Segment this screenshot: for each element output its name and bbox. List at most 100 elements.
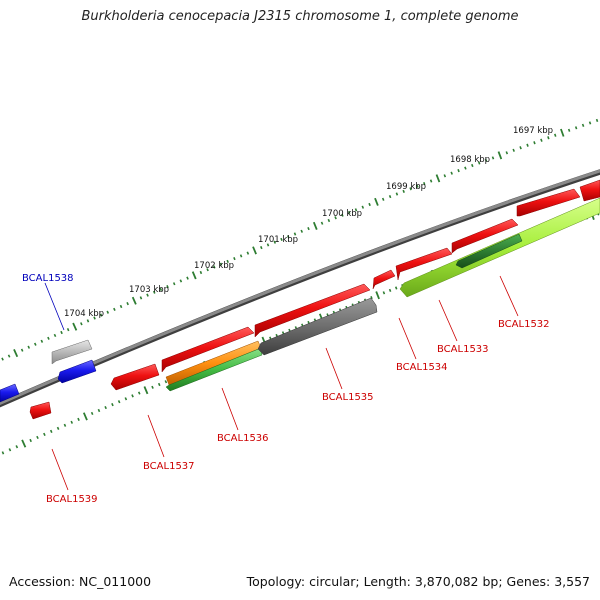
scale-minor-tick (186, 276, 189, 280)
scale-minor-tick (471, 163, 474, 168)
gene-arrow-red[interactable] (516, 188, 581, 217)
scale-major-tick (191, 271, 197, 280)
inner-minor-tick (388, 288, 392, 292)
leader-line (51, 448, 69, 491)
gene-arrow-gray[interactable] (257, 297, 378, 356)
inner-minor-tick (63, 423, 67, 427)
inner-minor-tick (382, 291, 386, 295)
scale-minor-tick (477, 161, 481, 165)
scale-label-1704: 1704 kbp (64, 309, 104, 319)
scale-minor-tick (429, 179, 433, 183)
inner-minor-tick (77, 417, 80, 422)
scale-minor-tick (7, 354, 11, 358)
inner-minor-tick (104, 405, 107, 410)
scale-minor-tick (213, 265, 216, 269)
scale-minor-tick (260, 246, 263, 250)
gene-label[interactable]: BCAL1538 (22, 273, 74, 284)
inner-minor-tick (36, 435, 39, 440)
scale-minor-tick (239, 254, 243, 258)
scale-minor-tick (159, 287, 163, 292)
gene-arrow-dark-green[interactable] (455, 233, 523, 269)
gene-arrow-red[interactable] (395, 247, 453, 281)
forward-strand-genes (51, 179, 600, 373)
gene-arrow-green[interactable] (165, 347, 263, 392)
scale-major-tick (560, 128, 565, 137)
scale-label-1701: 1701 kbp (258, 235, 298, 245)
inner-major-tick (21, 439, 27, 448)
scale-minor-tick (595, 118, 599, 123)
leader-line (325, 347, 343, 390)
gene-label[interactable]: BCAL1535 (322, 392, 374, 403)
inner-minor-tick (117, 400, 121, 404)
scale-minor-tick (567, 128, 571, 132)
scale-major-tick (131, 296, 137, 305)
scale-minor-tick (402, 189, 405, 193)
inner-minor-tick (15, 445, 19, 449)
scale-minor-tick (246, 251, 250, 255)
gene-label[interactable]: BCAL1532 (498, 319, 550, 330)
gene-arrow-red[interactable] (372, 269, 396, 290)
gene-arrow-gray[interactable] (51, 339, 93, 365)
map-title: Burkholderia cenocepacia J2315 chromosom… (81, 9, 519, 24)
scale-minor-tick (581, 123, 585, 127)
scale-minor-tick (334, 216, 337, 220)
gene-label[interactable]: BCAL1533 (437, 344, 489, 355)
scale-minor-tick (199, 270, 203, 275)
scale-minor-tick (505, 151, 509, 155)
gene-label[interactable]: BCAL1536 (217, 433, 269, 444)
scale-minor-tick (395, 192, 399, 196)
scale-minor-tick (233, 257, 236, 261)
accession-label: Accession: NC_011000 (9, 574, 152, 589)
gene-arrow-blue[interactable] (0, 383, 20, 403)
scale-minor-tick (99, 313, 103, 317)
gene-arrow-red[interactable] (161, 326, 255, 373)
scale-minor-tick (416, 184, 419, 188)
scale-minor-tick (1, 357, 4, 361)
scale-major-tick (374, 197, 379, 206)
inner-minor-tick (1, 451, 5, 455)
scale-minor-tick (280, 237, 283, 241)
gene-arrow-red[interactable] (254, 283, 371, 338)
scale-minor-tick (540, 138, 543, 142)
inner-minor-tick (131, 394, 134, 398)
gene-arrow-blue[interactable] (57, 359, 97, 384)
scale-minor-tick (219, 262, 223, 266)
gene-arrow-red[interactable] (110, 363, 160, 391)
scale-minor-tick (27, 345, 31, 349)
scale-minor-tick (450, 171, 453, 175)
scale-minor-tick (307, 227, 310, 231)
scale-label-1702: 1702 kbp (194, 261, 234, 271)
scale-minor-tick (368, 202, 371, 207)
inner-minor-tick (394, 286, 398, 290)
gene-arrow-red[interactable] (579, 179, 600, 202)
scale-minor-tick (443, 174, 447, 178)
scale-minor-tick (526, 143, 529, 147)
scale-minor-tick (139, 296, 143, 300)
scale-minor-tick (519, 146, 522, 150)
scale-minor-tick (80, 322, 83, 326)
scale-label-1700: 1700 kbp (322, 209, 362, 219)
scale-minor-tick (179, 279, 183, 283)
scale-minor-tick (206, 268, 209, 272)
leader-line (44, 282, 65, 331)
leader-line (221, 387, 239, 431)
scale-minor-tick (40, 339, 44, 343)
gene-label[interactable]: BCAL1534 (396, 362, 448, 373)
scale-major-tick (13, 349, 19, 358)
leader-line (398, 317, 417, 360)
scale-minor-tick (300, 229, 304, 233)
scale-minor-tick (409, 187, 412, 191)
leader-line (147, 414, 165, 458)
scale-minor-tick (574, 126, 578, 130)
inner-minor-tick (157, 382, 161, 387)
gene-label[interactable]: BCAL1539 (46, 494, 98, 505)
gene-label[interactable]: BCAL1537 (143, 461, 195, 472)
scale-minor-tick (113, 307, 116, 311)
scale-minor-tick (146, 293, 149, 297)
scale-minor-tick (347, 210, 351, 215)
gene-arrow-red[interactable] (451, 218, 519, 254)
scale-minor-tick (361, 205, 365, 209)
gene-arrow-red[interactable] (29, 401, 52, 420)
inner-minor-tick (370, 296, 373, 300)
